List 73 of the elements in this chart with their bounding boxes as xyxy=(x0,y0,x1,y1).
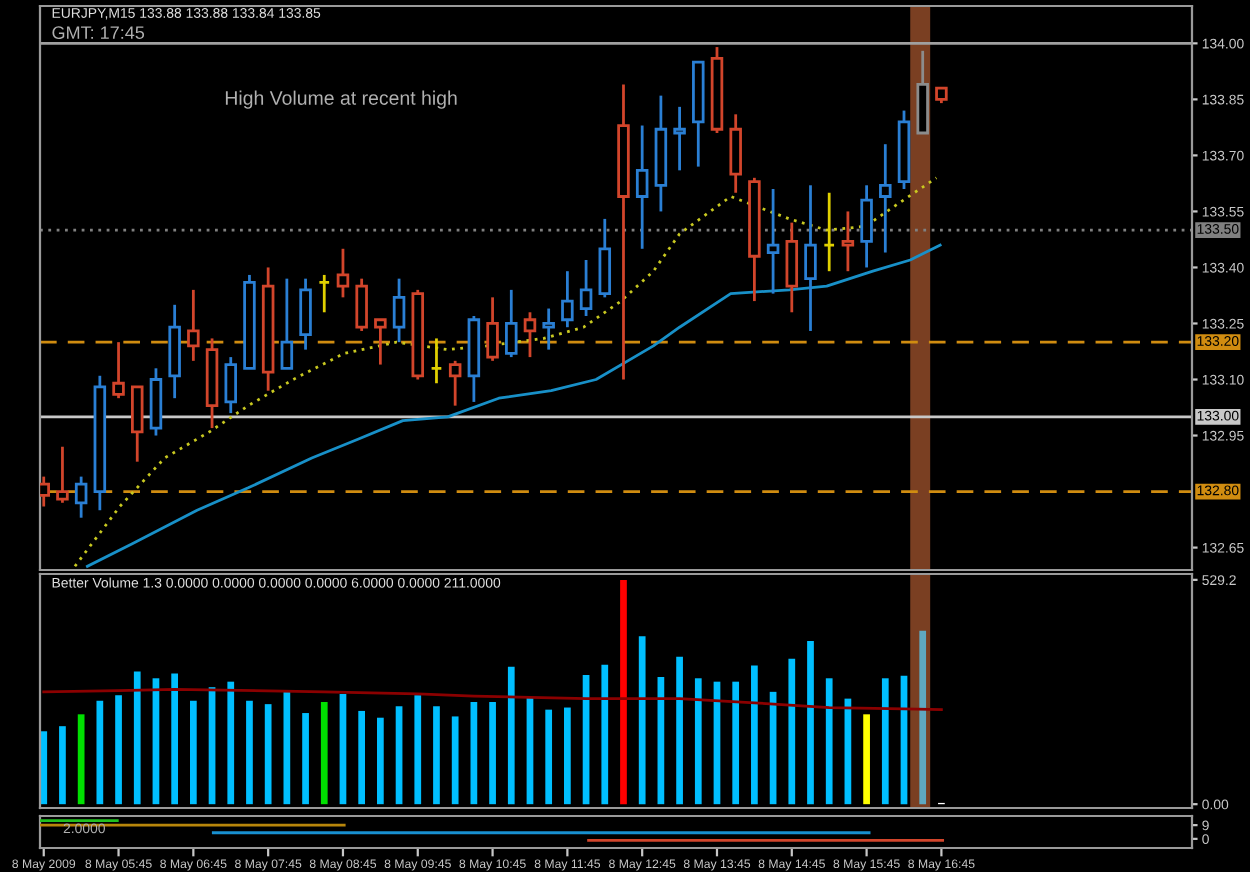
annotation: High Volume at recent high xyxy=(225,90,457,109)
candlestick xyxy=(280,277,294,370)
candlestick xyxy=(579,258,593,318)
candlestick xyxy=(804,183,817,333)
bar xyxy=(377,717,384,805)
bar xyxy=(620,579,627,805)
bar xyxy=(694,678,702,805)
candlestick xyxy=(40,475,50,508)
bar xyxy=(358,710,366,805)
candlestick xyxy=(187,288,200,363)
candlestick xyxy=(392,277,406,344)
candlestick xyxy=(56,445,69,505)
bar xyxy=(451,716,459,805)
candlestick xyxy=(336,247,350,299)
bar xyxy=(676,656,683,805)
bar xyxy=(433,706,440,805)
candlestick xyxy=(74,475,88,520)
bar xyxy=(189,700,197,805)
bar xyxy=(59,726,66,805)
candlestick xyxy=(673,105,686,172)
bar xyxy=(638,636,646,805)
bar xyxy=(302,713,309,805)
bar xyxy=(863,714,870,805)
bar xyxy=(919,630,927,805)
candlestick xyxy=(430,337,443,385)
candlestick xyxy=(355,277,368,333)
bar xyxy=(507,666,515,805)
bar xyxy=(115,695,122,805)
annotation: GMT: 17:45 xyxy=(52,26,145,39)
bar xyxy=(77,714,85,805)
bar xyxy=(133,671,141,805)
bar xyxy=(807,640,814,805)
candlestick xyxy=(766,187,780,295)
bar xyxy=(881,678,889,805)
line-series xyxy=(85,243,942,568)
candlestick xyxy=(523,310,537,359)
bar xyxy=(564,707,571,805)
candlestick xyxy=(486,295,499,363)
candlestick xyxy=(561,269,574,329)
candlestick xyxy=(374,318,387,366)
candlestick xyxy=(635,124,649,251)
candlestick xyxy=(448,359,462,408)
bar xyxy=(264,704,272,805)
line-series xyxy=(42,687,943,712)
candlestick xyxy=(879,142,892,254)
candlestick xyxy=(729,112,742,195)
candlestick xyxy=(318,273,331,314)
bar xyxy=(751,665,758,805)
bar xyxy=(96,700,104,805)
candlestick xyxy=(860,183,873,269)
candlestick xyxy=(505,288,518,359)
candlestick xyxy=(130,385,144,464)
bar xyxy=(788,658,796,805)
bar xyxy=(283,691,291,805)
bar xyxy=(320,702,328,805)
candlestick xyxy=(841,210,855,273)
candlestick xyxy=(112,340,125,400)
candlestick xyxy=(224,355,238,415)
bar xyxy=(545,709,553,805)
bar xyxy=(171,673,179,805)
bar xyxy=(227,681,235,805)
candlestick xyxy=(299,277,312,352)
candlestick xyxy=(542,307,555,352)
bar xyxy=(489,702,496,805)
bar xyxy=(246,700,253,805)
candlestick xyxy=(785,221,799,314)
line-series xyxy=(73,176,938,568)
candlestick xyxy=(822,191,836,273)
bar xyxy=(732,681,740,805)
candlestick xyxy=(598,217,612,299)
bar xyxy=(601,664,609,805)
bar xyxy=(414,695,422,805)
bar xyxy=(825,678,833,805)
